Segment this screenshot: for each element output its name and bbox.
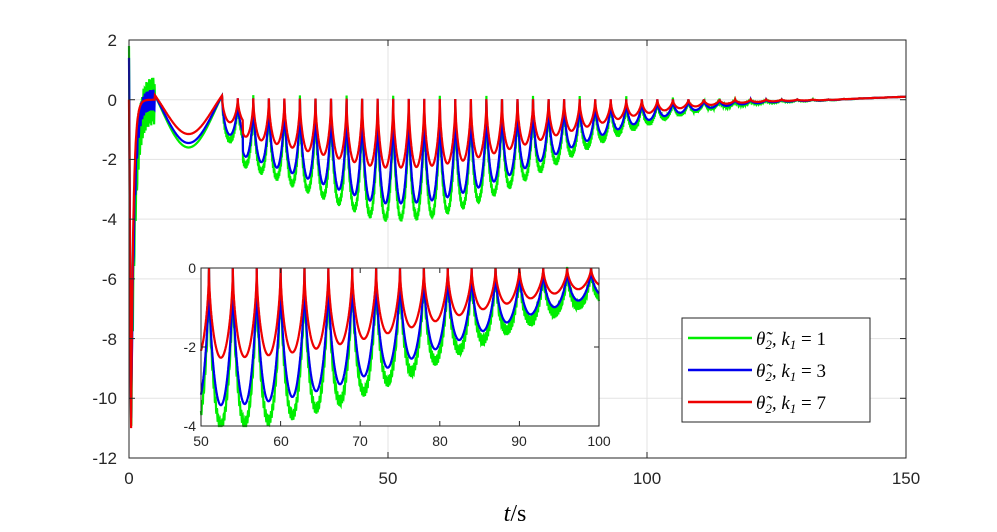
inset-y-tick-label: 0 <box>188 260 196 276</box>
y-tick-label: -2 <box>102 150 117 169</box>
legend-label-k1-3: θ̃2, k1 = 3 <box>756 361 826 384</box>
x-axis-title: t/s <box>504 501 527 527</box>
legend: θ̃2, k1 = 1 θ̃2, k1 = 3 θ̃2, k1 = 7 <box>681 317 871 423</box>
x-tick-label: 0 <box>124 469 133 488</box>
series-line-k1-7 <box>127 92 906 429</box>
y-tick-label: -6 <box>102 270 117 289</box>
inset-x-tick-label: 70 <box>352 433 368 449</box>
x-tick-label: 100 <box>633 469 661 488</box>
inset-x-tick-label: 90 <box>511 433 527 449</box>
main-axes-frame <box>128 39 907 459</box>
main-series-group <box>127 45 906 429</box>
x-tick-label: 50 <box>379 469 398 488</box>
x-tick-label: 150 <box>892 469 920 488</box>
y-tick-label: -12 <box>92 449 117 468</box>
inset-x-tick-label: 100 <box>587 433 611 449</box>
inset-x-tick-label: 80 <box>432 433 448 449</box>
inset-y-tick-label: -2 <box>184 339 197 355</box>
y-tick-label: -8 <box>102 330 117 349</box>
inset-x-tick-label: 60 <box>273 433 289 449</box>
y-tick-label: 0 <box>108 91 117 110</box>
y-tick-label: -10 <box>92 389 117 408</box>
inset-x-tick-label: 50 <box>193 433 209 449</box>
y-tick-label: 2 <box>108 31 117 50</box>
inset-y-tick-label: -4 <box>184 418 197 434</box>
inset-ticks <box>200 267 600 427</box>
y-tick-label: -4 <box>102 210 117 229</box>
main-ticks <box>128 39 907 459</box>
